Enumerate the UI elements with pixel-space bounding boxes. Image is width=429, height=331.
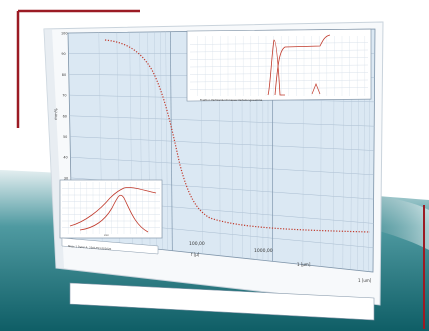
main-grid-v [165, 31, 168, 251]
inset-top-grid-h [189, 49, 369, 53]
inset-left-grid [62, 182, 160, 234]
inset-top-curve-c [311, 83, 321, 95]
x-tick-1000: 1000,00 [254, 248, 273, 254]
x-unit-a: f [μ] [191, 252, 200, 257]
inset-top-curve-a [267, 39, 285, 96]
y-tick-label: 80 [62, 73, 66, 77]
y-tick-label: 60 [63, 114, 67, 118]
y-tick-label: 40 [63, 156, 67, 160]
inset-top-legend-2: Verteilungssumme [238, 98, 263, 102]
y-tick-label: 50 [63, 135, 67, 139]
y-axis-label: mm% [53, 108, 58, 120]
printout-comment-box [69, 282, 375, 321]
printout-shade [44, 29, 64, 268]
main-grid-h [69, 136, 375, 151]
inset-top-grid-h [189, 87, 369, 90]
y-tick-label: 90 [61, 52, 65, 56]
x-unit-b: 1 [µm] [297, 262, 311, 267]
inset-top-grid-h [189, 42, 369, 45]
y-tick-label: 30 [64, 176, 68, 180]
inset-top-curve-b [274, 34, 331, 96]
printout-footer-strip [61, 237, 159, 255]
y-tick-label: 100 [61, 32, 67, 36]
x-axis-label: 1 [um] [358, 278, 372, 283]
inset-bottom-left: xxx [59, 179, 163, 239]
inset-top-right: Fraktion Partikeldurchmesser Verteilungs… [186, 28, 372, 102]
x-tick-100: 100,00 [189, 241, 205, 247]
inset-left-curve-a [69, 187, 157, 227]
inset-top-grid-h [189, 64, 369, 68]
main-grid-v [169, 31, 173, 251]
y-tick-label: 70 [62, 94, 66, 98]
inset-left-curve-b [79, 194, 149, 233]
inset-top-legend-1: Fraktion Partikeldurchmesser [200, 98, 239, 102]
main-grid-h [70, 156, 374, 176]
main-grid-h [69, 115, 375, 127]
inset-left-label: xxx [104, 234, 109, 237]
printout-footer-label: Mess 1 Datei A: 2301/PEY/8/2020 [68, 244, 112, 251]
